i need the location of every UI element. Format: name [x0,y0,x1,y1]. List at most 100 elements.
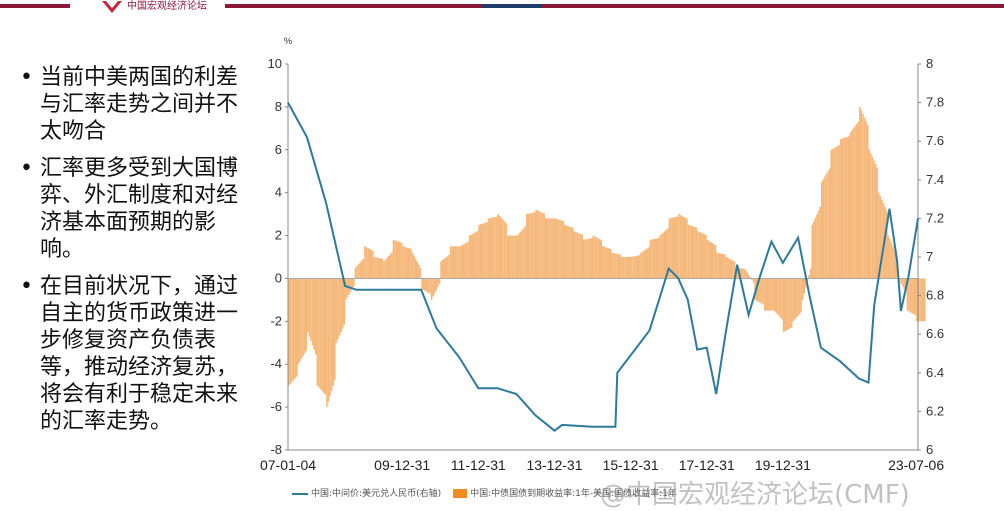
bar [916,278,918,322]
x-tick-label: 09-12-31 [374,457,430,473]
bar [805,278,807,288]
bar [860,110,863,279]
bar [914,278,917,316]
bar [514,235,517,279]
left-tick-label: -2 [270,313,282,328]
bar [454,246,457,279]
bar [413,255,415,279]
bar [387,255,390,279]
bar [575,231,577,279]
bar [441,260,444,279]
bar [310,278,312,341]
bar [774,278,777,313]
bar [724,254,726,279]
left-tick-label: -8 [270,442,282,457]
bar [332,278,335,386]
logo-mark-icon [102,1,122,13]
bar [841,138,844,279]
bar [722,254,725,279]
bar [437,278,439,288]
bar [414,258,417,279]
bar [621,257,623,279]
bar [606,247,609,279]
bar [356,265,358,279]
bar [313,278,315,350]
logo: 中国宏观经济论坛 [98,0,211,14]
bar [445,257,447,279]
bar [771,278,774,311]
bar [665,229,668,279]
bar [602,246,604,279]
bar [560,220,563,279]
bar [519,231,522,279]
bar [319,278,322,390]
bar [776,278,779,315]
bar [808,274,810,279]
bar [813,221,815,279]
bar [579,234,582,279]
header-rule-right [225,4,1004,8]
bar [322,278,325,393]
bar [600,240,603,279]
bar [360,260,363,279]
bar [584,239,587,279]
bar [314,278,317,355]
bar [636,255,639,279]
bar [422,278,425,291]
right-tick-label: 6.4 [926,365,944,380]
bar [765,278,768,311]
bar [567,225,569,279]
bar [595,237,598,279]
bar [483,223,485,279]
bar [819,206,821,279]
bar [391,252,393,279]
bar [425,278,428,292]
bar [851,130,853,279]
bar [573,231,576,279]
bar [874,164,877,279]
bar [524,226,526,279]
bar [786,278,788,331]
bar [562,221,564,279]
bar [700,232,702,279]
bar [498,215,501,279]
bar [852,128,855,279]
bar [817,210,820,279]
bar [535,209,538,279]
bar [706,239,709,279]
bar [751,278,753,280]
bar [673,217,676,279]
bar [839,139,842,279]
bar [624,257,626,279]
bar [397,241,400,279]
right-tick-label: 6.8 [926,288,944,303]
bar [429,278,431,294]
left-tick-label: 10 [268,56,282,71]
bar [540,211,542,279]
bar [652,239,655,279]
bar [681,215,683,279]
bar [833,147,836,279]
bar [803,278,806,294]
bar [583,239,585,279]
bar [486,222,488,279]
bar [292,278,295,381]
bar [832,148,834,279]
bar [475,231,477,279]
x-tick-label: 17-12-31 [679,457,735,473]
x-tick-label: 23-07-06 [888,457,944,473]
bar [359,262,361,279]
bar [370,249,373,279]
bar [741,268,744,279]
bar [411,252,414,279]
bar [497,214,499,279]
bar [838,145,840,279]
bar [381,258,384,279]
bar [730,259,733,279]
bar [908,278,910,312]
bar [790,278,793,328]
bar [709,241,712,279]
bar [400,242,403,279]
bar [814,217,817,279]
bar [638,255,641,279]
